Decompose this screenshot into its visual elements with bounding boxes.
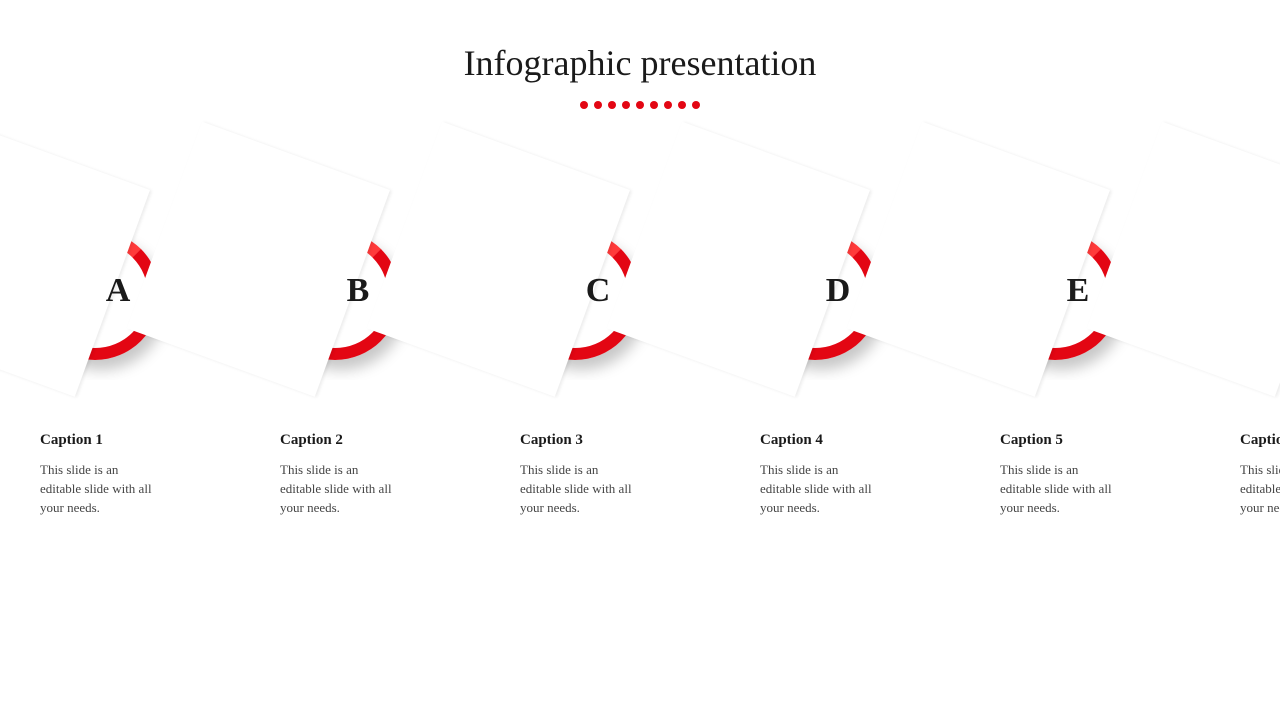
infographic-row: A Caption 1 This slide is an editable sl… bbox=[40, 200, 1260, 620]
divider-dot bbox=[678, 101, 686, 109]
item-body: This slide is an editable slide with all… bbox=[280, 461, 400, 518]
slide-title: Infographic presentation bbox=[0, 42, 1280, 84]
item-body: This slide is an editable slide with all… bbox=[1000, 461, 1120, 518]
divider-dot bbox=[594, 101, 602, 109]
divider-dot bbox=[636, 101, 644, 109]
item-caption: Caption 4 bbox=[760, 432, 910, 449]
divider-dots bbox=[0, 96, 1280, 114]
item-caption: Caption 2 bbox=[280, 432, 430, 449]
divider-dot bbox=[608, 101, 616, 109]
divider-dot bbox=[650, 101, 658, 109]
item-body: This slide is an editable slide with all… bbox=[760, 461, 880, 518]
divider-dot bbox=[580, 101, 588, 109]
item-body: This slide is an editable slide with all… bbox=[40, 461, 160, 518]
divider-dot bbox=[622, 101, 630, 109]
item-caption: Caption 5 bbox=[1000, 432, 1150, 449]
divider-dot bbox=[664, 101, 672, 109]
divider-dot bbox=[692, 101, 700, 109]
item-body: This slide is an editable slide with all… bbox=[1240, 461, 1280, 518]
item-caption: Caption 1 bbox=[40, 432, 190, 449]
item-body: This slide is an editable slide with all… bbox=[520, 461, 640, 518]
infographic-item-f: F Caption 6 This slide is an editable sl… bbox=[1240, 200, 1280, 620]
item-caption: Caption 3 bbox=[520, 432, 670, 449]
ring-shape: F bbox=[1240, 200, 1280, 380]
item-caption: Caption 6 bbox=[1240, 432, 1280, 449]
